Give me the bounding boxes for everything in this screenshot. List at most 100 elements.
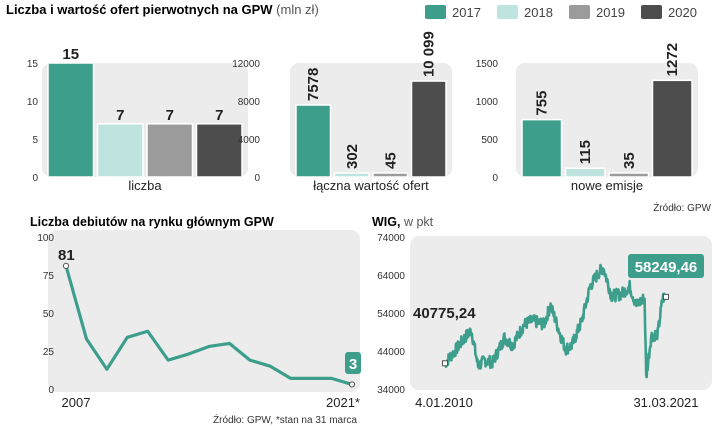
bar-2020: [410, 80, 447, 178]
bar-value-label: 35: [621, 152, 638, 169]
bar-value-label: 115: [577, 140, 594, 164]
y-tick-label: 4000: [238, 135, 261, 146]
x-axis-label: liczba: [128, 178, 162, 193]
y-tick-label: 500: [481, 135, 498, 146]
legend-swatch-2020: [641, 5, 662, 19]
debuts-point: [166, 358, 170, 362]
y-tick-label: 25: [43, 347, 55, 358]
debuts-point: [330, 377, 333, 380]
wig-title-unit: w pkt: [403, 215, 434, 229]
bar-chart-3: 0 500 1000 1500 755 115 35 1272 nowe emisje: [476, 43, 698, 193]
y-tick-label: 64000: [377, 271, 405, 282]
legend-swatch-2018: [497, 5, 518, 19]
bar-value-label: 45: [382, 152, 399, 169]
legend-label-2020: 2020: [668, 5, 697, 20]
bar-value-label: 7: [166, 107, 174, 124]
y-tick-label: 15: [27, 59, 39, 70]
debuts-start-marker: [62, 262, 70, 269]
debuts-end-marker: [348, 381, 356, 388]
x-axis-label: nowe emisje: [571, 178, 643, 193]
bar-chart-2: 0 4000 8000 12000 7578 302 45 10 099 łączna wart…: [232, 31, 452, 193]
y-tick-label: 12000: [232, 59, 260, 70]
bar-2019: [372, 172, 409, 178]
legend-label-2019: 2019: [596, 5, 625, 20]
bar-value-label: 1272: [664, 43, 681, 76]
source-bottom: Źródło: GPW, *stan na 31 marca: [213, 413, 357, 426]
bar-2020: [195, 123, 243, 178]
bar-value-label: 7578: [305, 68, 322, 101]
debuts-end-label-box: [345, 352, 361, 374]
wig-line: [443, 263, 668, 379]
wig-end-label: 58249,46: [635, 259, 698, 276]
x-tick-label: 4.01.2010: [415, 395, 473, 410]
x-axis-label: łączna wartość ofert: [313, 178, 429, 193]
y-tick-label: 0: [492, 173, 498, 184]
bar-2020: [651, 79, 693, 178]
y-tick-label: 75: [43, 271, 55, 282]
debuts-point: [105, 368, 109, 371]
y-tick-label: 74000: [377, 233, 405, 244]
y-tick-label: 100: [37, 233, 54, 244]
bar-chart-1: 0 5 10 15 15 7 7 7 liczba: [27, 46, 248, 193]
x-tick-label: 2021*: [326, 395, 360, 410]
x-tick-label: 2007: [62, 395, 91, 410]
bar-value-label: 10 099: [421, 31, 438, 77]
y-tick-label: 34000: [377, 385, 405, 396]
debuts-point: [289, 377, 292, 380]
debuts-point: [248, 358, 252, 362]
bar-2019: [608, 172, 650, 178]
debuts-point: [146, 330, 149, 333]
wig-title-bold: WIG,: [372, 215, 400, 229]
legend-label-2018: 2018: [524, 5, 553, 20]
bar-2018: [96, 123, 144, 178]
y-tick-label: 44000: [377, 347, 405, 358]
y-tick-label: 54000: [377, 309, 405, 320]
bar-2017: [295, 104, 332, 178]
legend: 2017 2018 2019 2020: [425, 5, 697, 20]
debuts-point: [269, 365, 272, 368]
bar-2019: [146, 123, 194, 178]
debuts-chart: 0 25 50 75 100 81 3 2007 2021*: [37, 230, 361, 410]
source-top: Źródło: GPW: [653, 201, 711, 214]
bar-value-label: 7: [116, 107, 124, 124]
y-tick-label: 5: [32, 135, 38, 146]
legend-swatch-2019: [569, 5, 590, 19]
debuts-point: [187, 352, 190, 356]
debuts-title: Liczba debiutów na rynku głównym GPW: [30, 215, 274, 229]
y-tick-label: 1500: [476, 59, 499, 70]
x-tick-label: 31.03.2021: [633, 395, 698, 410]
debuts-point: [228, 342, 231, 345]
debuts-end-label: 3: [349, 356, 357, 373]
wig-chart: 34000 44000 54000 64000 74000 40775,24 58249,4…: [377, 233, 712, 410]
main-title-bold: Liczba i wartość ofert pierwotnych na GP…: [6, 2, 273, 17]
wig-start-label: 40775,24: [413, 305, 476, 322]
bar-2018: [333, 172, 370, 178]
main-title-unit: (mln zł): [276, 2, 319, 17]
bar-2017: [521, 118, 563, 178]
y-tick-label: 10: [27, 97, 39, 108]
y-tick-label: 50: [43, 309, 55, 320]
y-tick-label: 0: [32, 173, 38, 184]
wig-end-marker: [663, 293, 669, 300]
legend-label-2017: 2017: [452, 5, 481, 20]
y-tick-label: 0: [48, 385, 54, 396]
legend-swatch-2017: [425, 5, 446, 19]
y-tick-label: 1000: [476, 97, 499, 108]
debuts-panel: [48, 230, 360, 392]
wig-end-label-box: [628, 254, 704, 278]
bar-panels: 0 5 10 15 15 7 7 7 liczba 0 4000 8000 12000 7578 302 45…: [27, 31, 698, 193]
debuts-point: [207, 345, 211, 348]
wig-title: WIG, w pkt: [372, 215, 434, 229]
main-title: Liczba i wartość ofert pierwotnych na GP…: [6, 2, 319, 17]
wig-start-marker: [442, 360, 448, 367]
bar-value-label: 7: [215, 107, 223, 124]
debuts-start-label: 81: [58, 247, 75, 264]
debuts-point: [309, 377, 313, 380]
bar-2018: [564, 167, 606, 178]
bar-value-label: 302: [344, 144, 361, 169]
debuts-point: [85, 337, 88, 341]
y-tick-label: 0: [254, 173, 260, 184]
bar-2017: [47, 62, 95, 178]
y-tick-label: 8000: [238, 97, 261, 108]
